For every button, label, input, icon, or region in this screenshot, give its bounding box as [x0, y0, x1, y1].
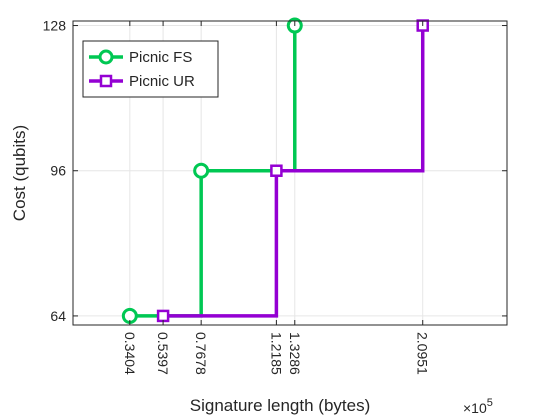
x-axis-label: Signature length (bytes) [190, 396, 371, 415]
legend-marker [99, 74, 113, 88]
x-tick-label: 0.5397 [155, 332, 171, 375]
x-tick-label: 1.3286 [287, 332, 303, 375]
y-axis-label: Cost (qubits) [10, 125, 29, 221]
x-axis-exponent: ×105 [463, 397, 493, 416]
x-tick-label: 0.3404 [122, 332, 138, 375]
legend-marker [98, 49, 114, 65]
y-tick-label: 64 [50, 308, 66, 324]
legend: Picnic FS Picnic UR [82, 40, 219, 98]
x-tick-label: 2.0951 [415, 332, 431, 375]
y-tick-label: 96 [50, 163, 66, 179]
legend-label: Picnic UR [129, 73, 195, 90]
legend-label: Picnic FS [129, 49, 192, 66]
axis-ticks: 0.3404 0.5397 0.7678 1.2185 1.3286 2.0951 64 96… [43, 18, 507, 375]
data-point [270, 164, 283, 177]
legend-item: Picnic UR [89, 73, 195, 90]
legend-item: Picnic FS [89, 49, 192, 66]
y-tick-label: 128 [43, 18, 67, 34]
data-point [193, 162, 210, 179]
plot-frame [72, 20, 508, 326]
x-tick-label: 0.7678 [193, 332, 209, 375]
data-point [156, 309, 170, 323]
x-tick-label: 1.2185 [268, 332, 284, 375]
